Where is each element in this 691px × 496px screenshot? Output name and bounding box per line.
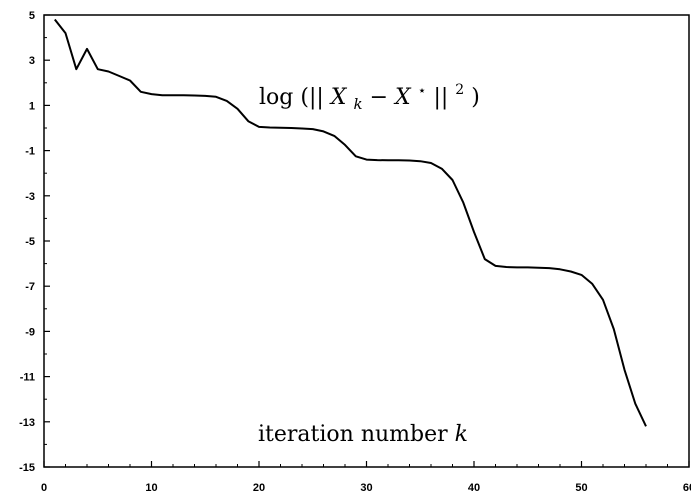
x-tick-label: 50 [575, 482, 587, 494]
annotation-log-star: ⋆ [418, 83, 427, 99]
annotation-log-xk: X [329, 85, 348, 110]
y-tick-label: -1 [25, 146, 35, 158]
annotation-iteration: iteration number k [258, 422, 468, 447]
annotation-log-paren: ) [471, 85, 480, 110]
x-tick-label: 40 [468, 482, 480, 494]
annotation-log-open: (|| [300, 85, 323, 110]
y-tick-label: -15 [19, 462, 35, 474]
y-tick-label: 5 [29, 10, 35, 22]
y-tick-label: -9 [25, 326, 35, 338]
x-tick-label: 10 [145, 482, 157, 494]
annotation-log-text: log [259, 85, 293, 110]
x-tick-label: 0 [41, 482, 47, 494]
y-tick-label: -11 [20, 372, 35, 384]
annotation-iteration-k: k [455, 422, 468, 447]
annotation-log-sup-2: 2 [455, 82, 464, 98]
annotation-log-close: || [433, 85, 448, 110]
x-tick-label: 20 [253, 482, 265, 494]
y-tick-label: -7 [25, 281, 35, 293]
annotation-log-error: log (|| X k − X ⋆ || 2 ) [259, 75, 480, 115]
y-tick-label: -3 [25, 191, 35, 203]
y-tick-label: 1 [29, 100, 35, 112]
y-tick-label: -5 [25, 236, 35, 248]
y-tick-label: -13 [19, 417, 35, 429]
annotation-iteration-text: iteration number [258, 422, 455, 447]
x-tick-label: 60 [683, 482, 691, 494]
series-line [54, 18, 647, 427]
x-axis-ticks: 0 10 20 30 40 50 60 [41, 461, 691, 494]
annotation-log-minus: − [370, 85, 395, 110]
x-tick-label: 30 [360, 482, 372, 494]
y-tick-label: 3 [29, 55, 35, 67]
annotation-log-xstar: X [393, 85, 412, 110]
plot-frame [43, 14, 690, 468]
annotation-log-sub-k: k [353, 95, 362, 113]
y-axis-ticks: 5 3 1 -1 -3 -5 -7 -9 -11 -13 -15 [19, 10, 50, 474]
